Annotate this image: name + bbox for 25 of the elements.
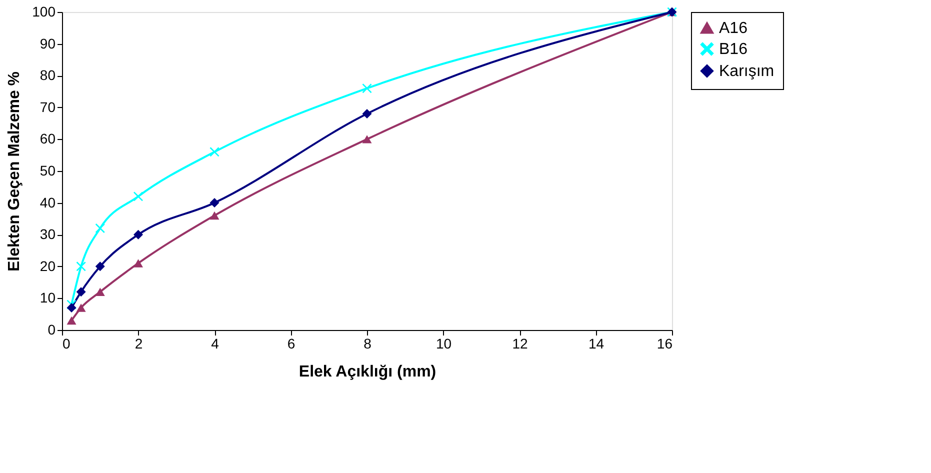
legend-label: Karışım [719, 63, 774, 80]
y-tick-label: 90 [40, 35, 56, 52]
y-tick-label: 80 [40, 67, 56, 84]
x-axis-title: Elek Açıklığı (mm) [298, 364, 436, 380]
y-tick-label: 20 [40, 258, 56, 274]
y-tick-label: 60 [40, 130, 56, 147]
y-axis-title: Elekten Geçen Malzeme % [6, 71, 24, 272]
x-tick-label: 4 [211, 336, 220, 352]
legend-label: B16 [719, 41, 748, 58]
y-tick-label: 50 [40, 162, 56, 178]
y-tick-label: 0 [48, 322, 56, 338]
x-tick-label: 6 [287, 336, 296, 352]
y-tick-label: 30 [40, 226, 56, 242]
y-tick-label: 40 [40, 194, 56, 210]
x-tick-label: 8 [364, 336, 372, 352]
x-tick-label: 0 [62, 336, 70, 352]
y-tick-label: 10 [40, 290, 56, 306]
x-tick-label: 16 [656, 336, 673, 352]
y-tick-label: 70 [40, 98, 56, 115]
x-tick-label: 10 [436, 336, 452, 352]
x-tick-label: 14 [588, 336, 604, 352]
legend-label: A16 [719, 20, 748, 37]
y-tick-label: 100 [32, 4, 56, 20]
x-tick-label: 12 [512, 336, 528, 352]
x-tick-label: 2 [134, 336, 143, 352]
